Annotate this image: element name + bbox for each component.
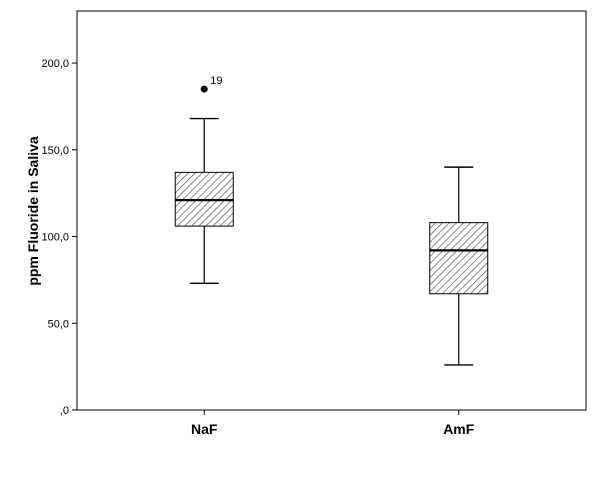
box-amf: [429, 166, 489, 366]
y-axis-title: ppm Fluoride in Saliva: [25, 136, 41, 286]
y-tick-label: 150,0: [41, 145, 69, 157]
y-tick-label: ,0: [60, 405, 69, 417]
x-category-label: AmF: [443, 421, 475, 437]
outlier-point: [200, 85, 208, 93]
plot-frame: [76, 10, 587, 411]
y-tick-label: 200,0: [41, 58, 69, 70]
box-series: 19: [174, 75, 489, 366]
y-axis-ticks: ,0 50,0 100,0 150,0 200,0: [41, 58, 77, 417]
outlier-label: 19: [210, 75, 222, 87]
y-tick-label: 50,0: [48, 318, 69, 330]
y-tick-label: 100,0: [41, 232, 69, 244]
box-iqr: [429, 222, 489, 295]
box-naf: 19: [174, 75, 234, 285]
x-axis-labels: NaF AmF: [191, 410, 475, 437]
x-category-label: NaF: [191, 421, 218, 437]
